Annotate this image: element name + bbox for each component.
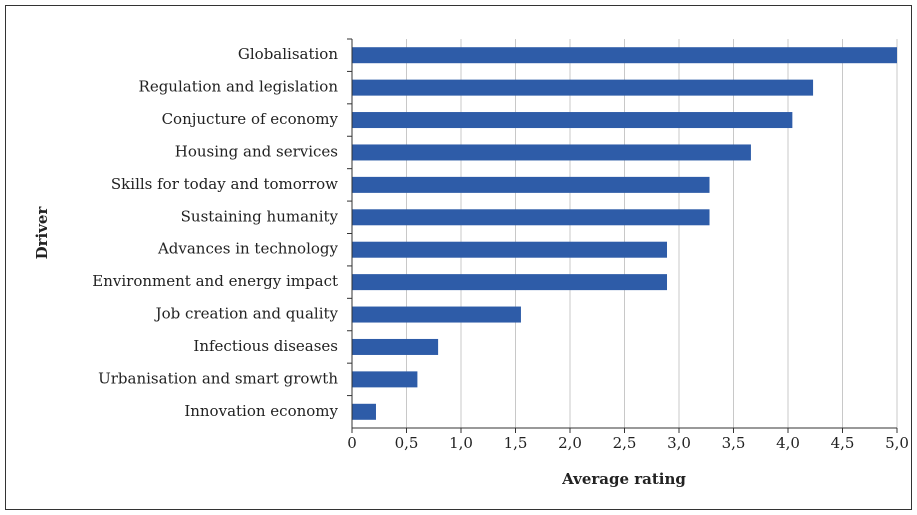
y-axis-label: Driver [33, 206, 51, 260]
y-tick-label: Infectious diseases [193, 337, 338, 355]
y-tick-label: Advances in technology [157, 240, 339, 258]
x-tick-label: 4,5 [831, 434, 855, 452]
x-tick-label: 5,0 [885, 434, 909, 452]
x-tick-label: 3,5 [722, 434, 746, 452]
bar [352, 47, 897, 64]
y-tick-label: Housing and services [175, 142, 338, 160]
x-tick-label: 2,0 [558, 434, 582, 452]
y-tick-label: Sustaining humanity [181, 207, 339, 225]
bar [352, 403, 376, 420]
x-tick-label: 1,0 [449, 434, 473, 452]
bar [352, 144, 751, 161]
bar [352, 112, 793, 129]
y-tick-label: Globalisation [238, 45, 338, 63]
x-tick-label: 3,0 [667, 434, 691, 452]
bar [352, 306, 521, 323]
x-tick-label: 0,5 [395, 434, 419, 452]
y-tick-label: Regulation and legislation [139, 78, 339, 96]
y-tick-label: Job creation and quality [154, 305, 339, 323]
x-tick-label: 4,0 [776, 434, 800, 452]
x-tick-label: 2,5 [613, 434, 637, 452]
y-tick-label: Conjucture of economy [162, 110, 339, 128]
y-tick-label: Environment and energy impact [92, 272, 338, 290]
x-axis-label: Average rating [561, 470, 686, 488]
bar [352, 79, 814, 96]
x-tick-label: 0 [347, 434, 357, 452]
y-tick-label: Skills for today and tomorrow [111, 175, 338, 193]
bar [352, 176, 710, 193]
bar [352, 338, 439, 355]
y-tick-label: Innovation economy [184, 402, 338, 420]
bar [352, 241, 668, 258]
bar [352, 371, 418, 388]
bar [352, 209, 710, 226]
y-tick-label: Urbanisation and smart growth [98, 369, 338, 387]
x-tick-label: 1,5 [504, 434, 528, 452]
bar [352, 274, 668, 291]
